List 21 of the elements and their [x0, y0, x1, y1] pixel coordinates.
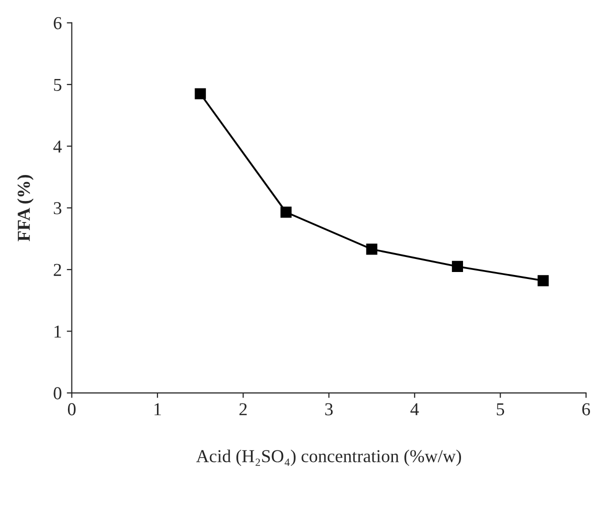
y-tick-label: 3 [54, 202, 62, 214]
x-tick-label: 5 [496, 403, 504, 416]
y-tick-label: 6 [54, 17, 62, 30]
point [194, 88, 206, 100]
point [366, 244, 378, 255]
point [452, 260, 464, 272]
x-tick-label: 6 [582, 403, 590, 416]
y-tick-label: 5 [54, 78, 62, 91]
x-tick-label: 1 [154, 403, 161, 416]
x-tick-label: 2 [239, 403, 247, 416]
y-tick-label: 0 [54, 387, 62, 400]
y-tick-label: 4 [53, 140, 62, 152]
point [280, 206, 292, 218]
x-tick-label: 0 [68, 403, 76, 416]
point [538, 275, 549, 286]
y-axis-title: FFA (%) [17, 174, 34, 242]
y-tick-label: 1 [54, 326, 61, 338]
x-tick-label: 4 [410, 403, 419, 416]
y-tick-label: 2 [54, 264, 62, 276]
x-tick-label: 3 [325, 403, 333, 416]
x-axis-title: Acid (H₂SO₄) concentration (%w/w) [196, 450, 461, 466]
